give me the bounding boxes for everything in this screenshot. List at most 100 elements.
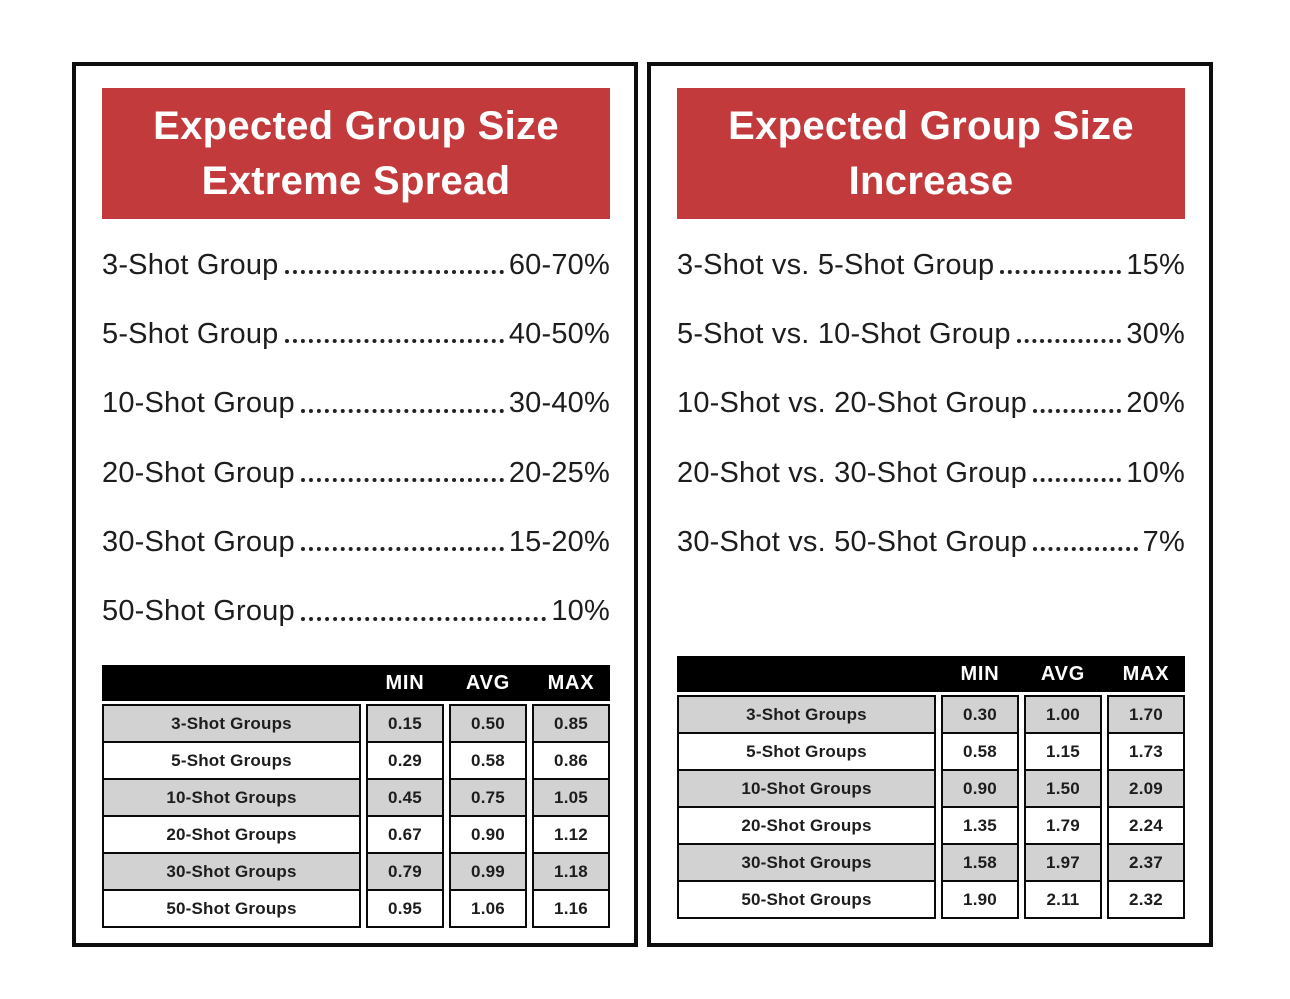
dotted-leader (300, 408, 504, 413)
list-item-label: 5-Shot Group (102, 317, 279, 350)
panel-title-extreme-spread: Expected Group Size Extreme Spread (102, 88, 610, 219)
table-row: 20-Shot Groups 0.67 0.90 1.12 (102, 814, 610, 854)
list-item: 5-Shot vs. 10-Shot Group 30% (677, 318, 1185, 351)
list-item-value: 30-40% (508, 387, 610, 420)
dotted-leader (300, 547, 504, 552)
cell-max: 1.18 (532, 851, 610, 891)
size-increase-table: MIN AVG MAX 3-Shot Groups 0.30 1.00 1.70… (677, 656, 1185, 919)
list-item: 30-Shot vs. 50-Shot Group 7% (677, 526, 1185, 559)
panel-title-line-2: Extreme Spread (201, 158, 511, 203)
dotted-leader (1032, 477, 1122, 482)
cell-avg: 0.50 (449, 703, 527, 743)
cell-max: 2.09 (1107, 769, 1185, 808)
cell-avg: 1.79 (1024, 806, 1102, 845)
cell-min: 1.58 (941, 843, 1019, 882)
table-row: 30-Shot Groups 0.79 0.99 1.18 (102, 851, 610, 891)
list-item-value: 40-50% (508, 317, 610, 350)
cell-min: 1.35 (941, 806, 1019, 845)
cell-min: 0.79 (366, 851, 444, 891)
table-header-max: MAX (1122, 663, 1170, 685)
panel-title-line-1: Expected Group Size (728, 104, 1134, 148)
list-item-value: 15-20% (508, 525, 610, 558)
table-row: 3-Shot Groups 0.15 0.50 0.85 (102, 703, 610, 743)
table-row: 5-Shot Groups 0.58 1.15 1.73 (677, 732, 1185, 771)
cell-max: 1.73 (1107, 732, 1185, 771)
list-item-value: 7% (1142, 525, 1185, 558)
list-item-value: 10% (551, 595, 610, 628)
table-header-min: MIN (960, 663, 1000, 685)
cell-max: 1.16 (532, 888, 610, 928)
table-header-row: MIN AVG MAX (677, 656, 1185, 692)
list-item-value: 60-70% (508, 248, 610, 281)
list-item: 3-Shot vs. 5-Shot Group 15% (677, 249, 1185, 282)
size-increase-list: 3-Shot vs. 5-Shot Group 15% 5-Shot vs. 1… (677, 249, 1185, 596)
row-label: 20-Shot Groups (677, 806, 936, 845)
cell-avg: 1.15 (1024, 732, 1102, 771)
cell-avg: 1.97 (1024, 843, 1102, 882)
list-item: 10-Shot Group 30-40% (102, 387, 610, 420)
list-item-label: 20-Shot vs. 30-Shot Group (677, 456, 1027, 489)
list-item-label: 30-Shot vs. 50-Shot Group (677, 525, 1027, 558)
cell-max: 2.24 (1107, 806, 1185, 845)
row-label: 3-Shot Groups (677, 695, 936, 734)
row-label: 30-Shot Groups (102, 851, 361, 891)
cell-max: 1.05 (532, 777, 610, 817)
cell-min: 0.90 (941, 769, 1019, 808)
cell-avg: 1.50 (1024, 769, 1102, 808)
cell-min: 0.29 (366, 740, 444, 780)
cell-avg: 0.99 (449, 851, 527, 891)
cell-avg: 0.75 (449, 777, 527, 817)
cell-max: 0.85 (532, 703, 610, 743)
table-row: 50-Shot Groups 0.95 1.06 1.16 (102, 888, 610, 928)
cell-avg: 0.90 (449, 814, 527, 854)
row-label: 5-Shot Groups (102, 740, 361, 780)
dotted-leader (284, 269, 504, 274)
table-header-max: MAX (547, 671, 595, 694)
cell-max: 2.32 (1107, 880, 1185, 919)
table-row: 10-Shot Groups 0.45 0.75 1.05 (102, 777, 610, 817)
cell-min: 0.95 (366, 888, 444, 928)
table-header-spacer (677, 663, 936, 686)
dotted-leader (1032, 547, 1138, 552)
list-item: 10-Shot vs. 20-Shot Group 20% (677, 387, 1185, 420)
infographic: Expected Group Size Extreme Spread 3-Sho… (72, 62, 1213, 947)
table-header-avg: AVG (1040, 663, 1086, 685)
cell-avg: 2.11 (1024, 880, 1102, 919)
list-item-label: 5-Shot vs. 10-Shot Group (677, 317, 1011, 350)
dotted-leader (1000, 269, 1122, 274)
table-row: 5-Shot Groups 0.29 0.58 0.86 (102, 740, 610, 780)
row-label: 5-Shot Groups (677, 732, 936, 771)
table-header-spacer (102, 672, 361, 695)
list-item-label: 3-Shot vs. 5-Shot Group (677, 248, 995, 281)
list-item-value: 10% (1126, 456, 1185, 489)
row-label: 50-Shot Groups (102, 888, 361, 928)
table-row: 50-Shot Groups 1.90 2.11 2.32 (677, 880, 1185, 919)
list-item-value: 15% (1126, 248, 1185, 281)
cell-min: 0.67 (366, 814, 444, 854)
row-label: 10-Shot Groups (677, 769, 936, 808)
table-header-min: MIN (385, 671, 425, 694)
table-header-row: MIN AVG MAX (102, 664, 610, 701)
panel-extreme-spread: Expected Group Size Extreme Spread 3-Sho… (72, 62, 638, 947)
cell-min: 0.30 (941, 695, 1019, 734)
cell-max: 2.37 (1107, 843, 1185, 882)
row-label: 50-Shot Groups (677, 880, 936, 919)
dotted-leader (1016, 339, 1122, 344)
extreme-spread-table: MIN AVG MAX 3-Shot Groups 0.15 0.50 0.85… (102, 664, 610, 928)
list-item-label: 30-Shot Group (102, 525, 295, 558)
row-label: 30-Shot Groups (677, 843, 936, 882)
cell-min: 1.90 (941, 880, 1019, 919)
cell-avg: 1.00 (1024, 695, 1102, 734)
row-label: 3-Shot Groups (102, 703, 361, 743)
extreme-spread-list: 3-Shot Group 60-70% 5-Shot Group 40-50% … (102, 249, 610, 665)
panel-title-size-increase: Expected Group Size Increase (677, 88, 1185, 219)
table-row: 20-Shot Groups 1.35 1.79 2.24 (677, 806, 1185, 845)
dotted-leader (1032, 408, 1122, 413)
table-row: 10-Shot Groups 0.90 1.50 2.09 (677, 769, 1185, 808)
cell-max: 1.70 (1107, 695, 1185, 734)
panel-title-line-2: Increase (848, 158, 1014, 203)
table-row: 3-Shot Groups 0.30 1.00 1.70 (677, 695, 1185, 734)
panel-title-line-1: Expected Group Size (153, 104, 559, 148)
cell-min: 0.15 (366, 703, 444, 743)
list-item-label: 20-Shot Group (102, 456, 295, 489)
